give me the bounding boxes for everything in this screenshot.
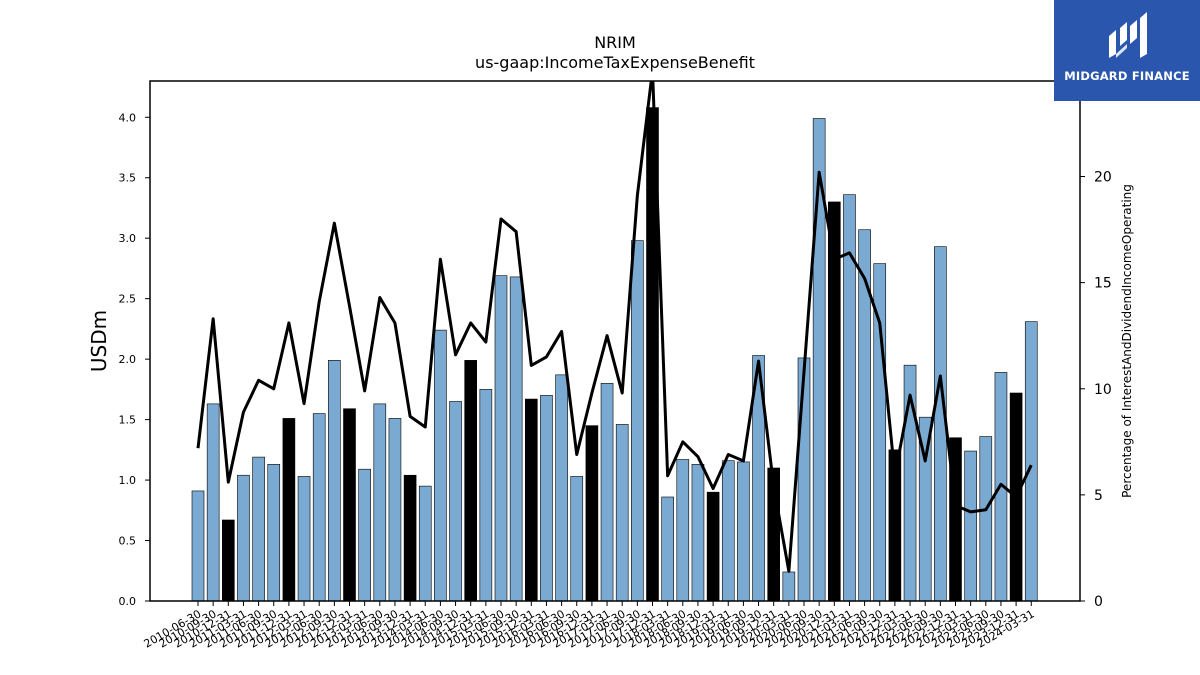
bar-2013-12-31 — [403, 474, 417, 602]
bar-2016-03-31 — [540, 395, 553, 602]
bar-2014-03-31 — [418, 485, 432, 602]
bar-2020-06-30 — [797, 357, 811, 602]
y-tick-label: 1.0 — [119, 474, 137, 487]
y-tick-label: 3.0 — [119, 232, 137, 245]
bar-2012-12-31 — [343, 408, 356, 602]
ratio-line — [196, 81, 1033, 573]
bar-2017-03-31 — [600, 383, 614, 602]
y2-axis: 0 5 10 15 20 — [1080, 170, 1112, 610]
y2-tick-label: 10 — [1094, 382, 1112, 398]
bar-2012-03-31 — [297, 476, 311, 602]
y-tick-label: 0.0 — [119, 595, 137, 608]
brand-logo: MIDGARD FINANCE — [1054, 0, 1200, 101]
bar-2020-03-31 — [782, 571, 796, 602]
y2-tick-label: 5 — [1094, 488, 1103, 504]
bar-2015-09-30 — [509, 276, 523, 602]
bar-2020-12-31 — [827, 201, 841, 602]
bar-2021-06-30 — [858, 229, 871, 602]
y-axis: 0.0 0.5 1.0 1.5 2.0 2.5 3.0 3.5 4.0 — [119, 111, 150, 608]
bar-2014-06-30 — [434, 329, 447, 602]
bar-2016-12-31 — [585, 425, 599, 602]
bar-2016-09-30 — [570, 476, 584, 602]
bar-2013-09-30 — [388, 418, 402, 602]
brand-name: MIDGARD FINANCE — [1064, 69, 1190, 83]
bar-2023-06-30 — [979, 436, 993, 602]
y-tick-label: 2.5 — [119, 293, 137, 306]
bar-2012-09-30 — [328, 360, 341, 602]
bar-2013-06-30 — [373, 403, 387, 602]
bar-2015-06-30 — [494, 275, 508, 602]
chart-title: NRIM — [594, 33, 636, 52]
y2-tick-label: 0 — [1094, 594, 1103, 610]
y2-tick-label: 20 — [1094, 170, 1112, 186]
line-group — [196, 81, 1033, 573]
bar-2014-09-30 — [449, 401, 462, 602]
bar-2012-06-30 — [312, 413, 326, 602]
y2-tick-label: 15 — [1094, 276, 1112, 292]
bar-2016-06-30 — [555, 374, 568, 602]
y-tick-label: 1.5 — [119, 414, 137, 427]
bar-2018-06-30 — [676, 459, 690, 602]
bar-2019-06-30 — [737, 461, 750, 602]
bar-2015-12-31 — [524, 398, 538, 602]
bar-2018-12-31 — [706, 491, 720, 602]
midgard-logo-icon — [1109, 12, 1147, 58]
bar-2018-03-31 — [661, 496, 674, 602]
y-tick-label: 0.5 — [119, 535, 137, 548]
bar-2011-09-30 — [267, 464, 281, 602]
bar-2010-06-30 — [191, 490, 205, 602]
bar-2014-12-31 — [464, 360, 478, 602]
bar-2019-03-31 — [721, 460, 735, 602]
bar-2011-12-31 — [282, 418, 296, 602]
y-tick-label: 3.5 — [119, 172, 137, 185]
y2-axis-label: Percentage of InterestAndDividendIncomeO… — [1120, 184, 1134, 498]
bar-2024-03-31 — [1024, 321, 1038, 602]
bar-2018-09-30 — [691, 464, 705, 602]
bar-2017-06-30 — [615, 424, 629, 602]
x-axis: 2010-06-302010-09-302010-12-312011-03-31… — [142, 601, 1037, 651]
bar-2011-06-30 — [252, 456, 265, 602]
y-tick-label: 2.0 — [119, 353, 137, 366]
bar-2023-03-31 — [964, 450, 977, 602]
y-tick-label: 4.0 — [119, 111, 137, 124]
bar-2017-09-30 — [631, 240, 644, 602]
bar-2010-12-31 — [222, 519, 235, 602]
bar-2011-03-31 — [237, 474, 250, 602]
chart-subtitle: us-gaap:IncomeTaxExpenseBenefit — [475, 53, 755, 72]
bar-2015-03-31 — [479, 389, 493, 602]
bar-2010-09-30 — [206, 403, 220, 602]
bar-2013-03-31 — [358, 468, 371, 602]
y-axis-label: USDm — [87, 310, 111, 372]
bars-group — [191, 107, 1038, 602]
plot-frame — [149, 80, 1081, 602]
